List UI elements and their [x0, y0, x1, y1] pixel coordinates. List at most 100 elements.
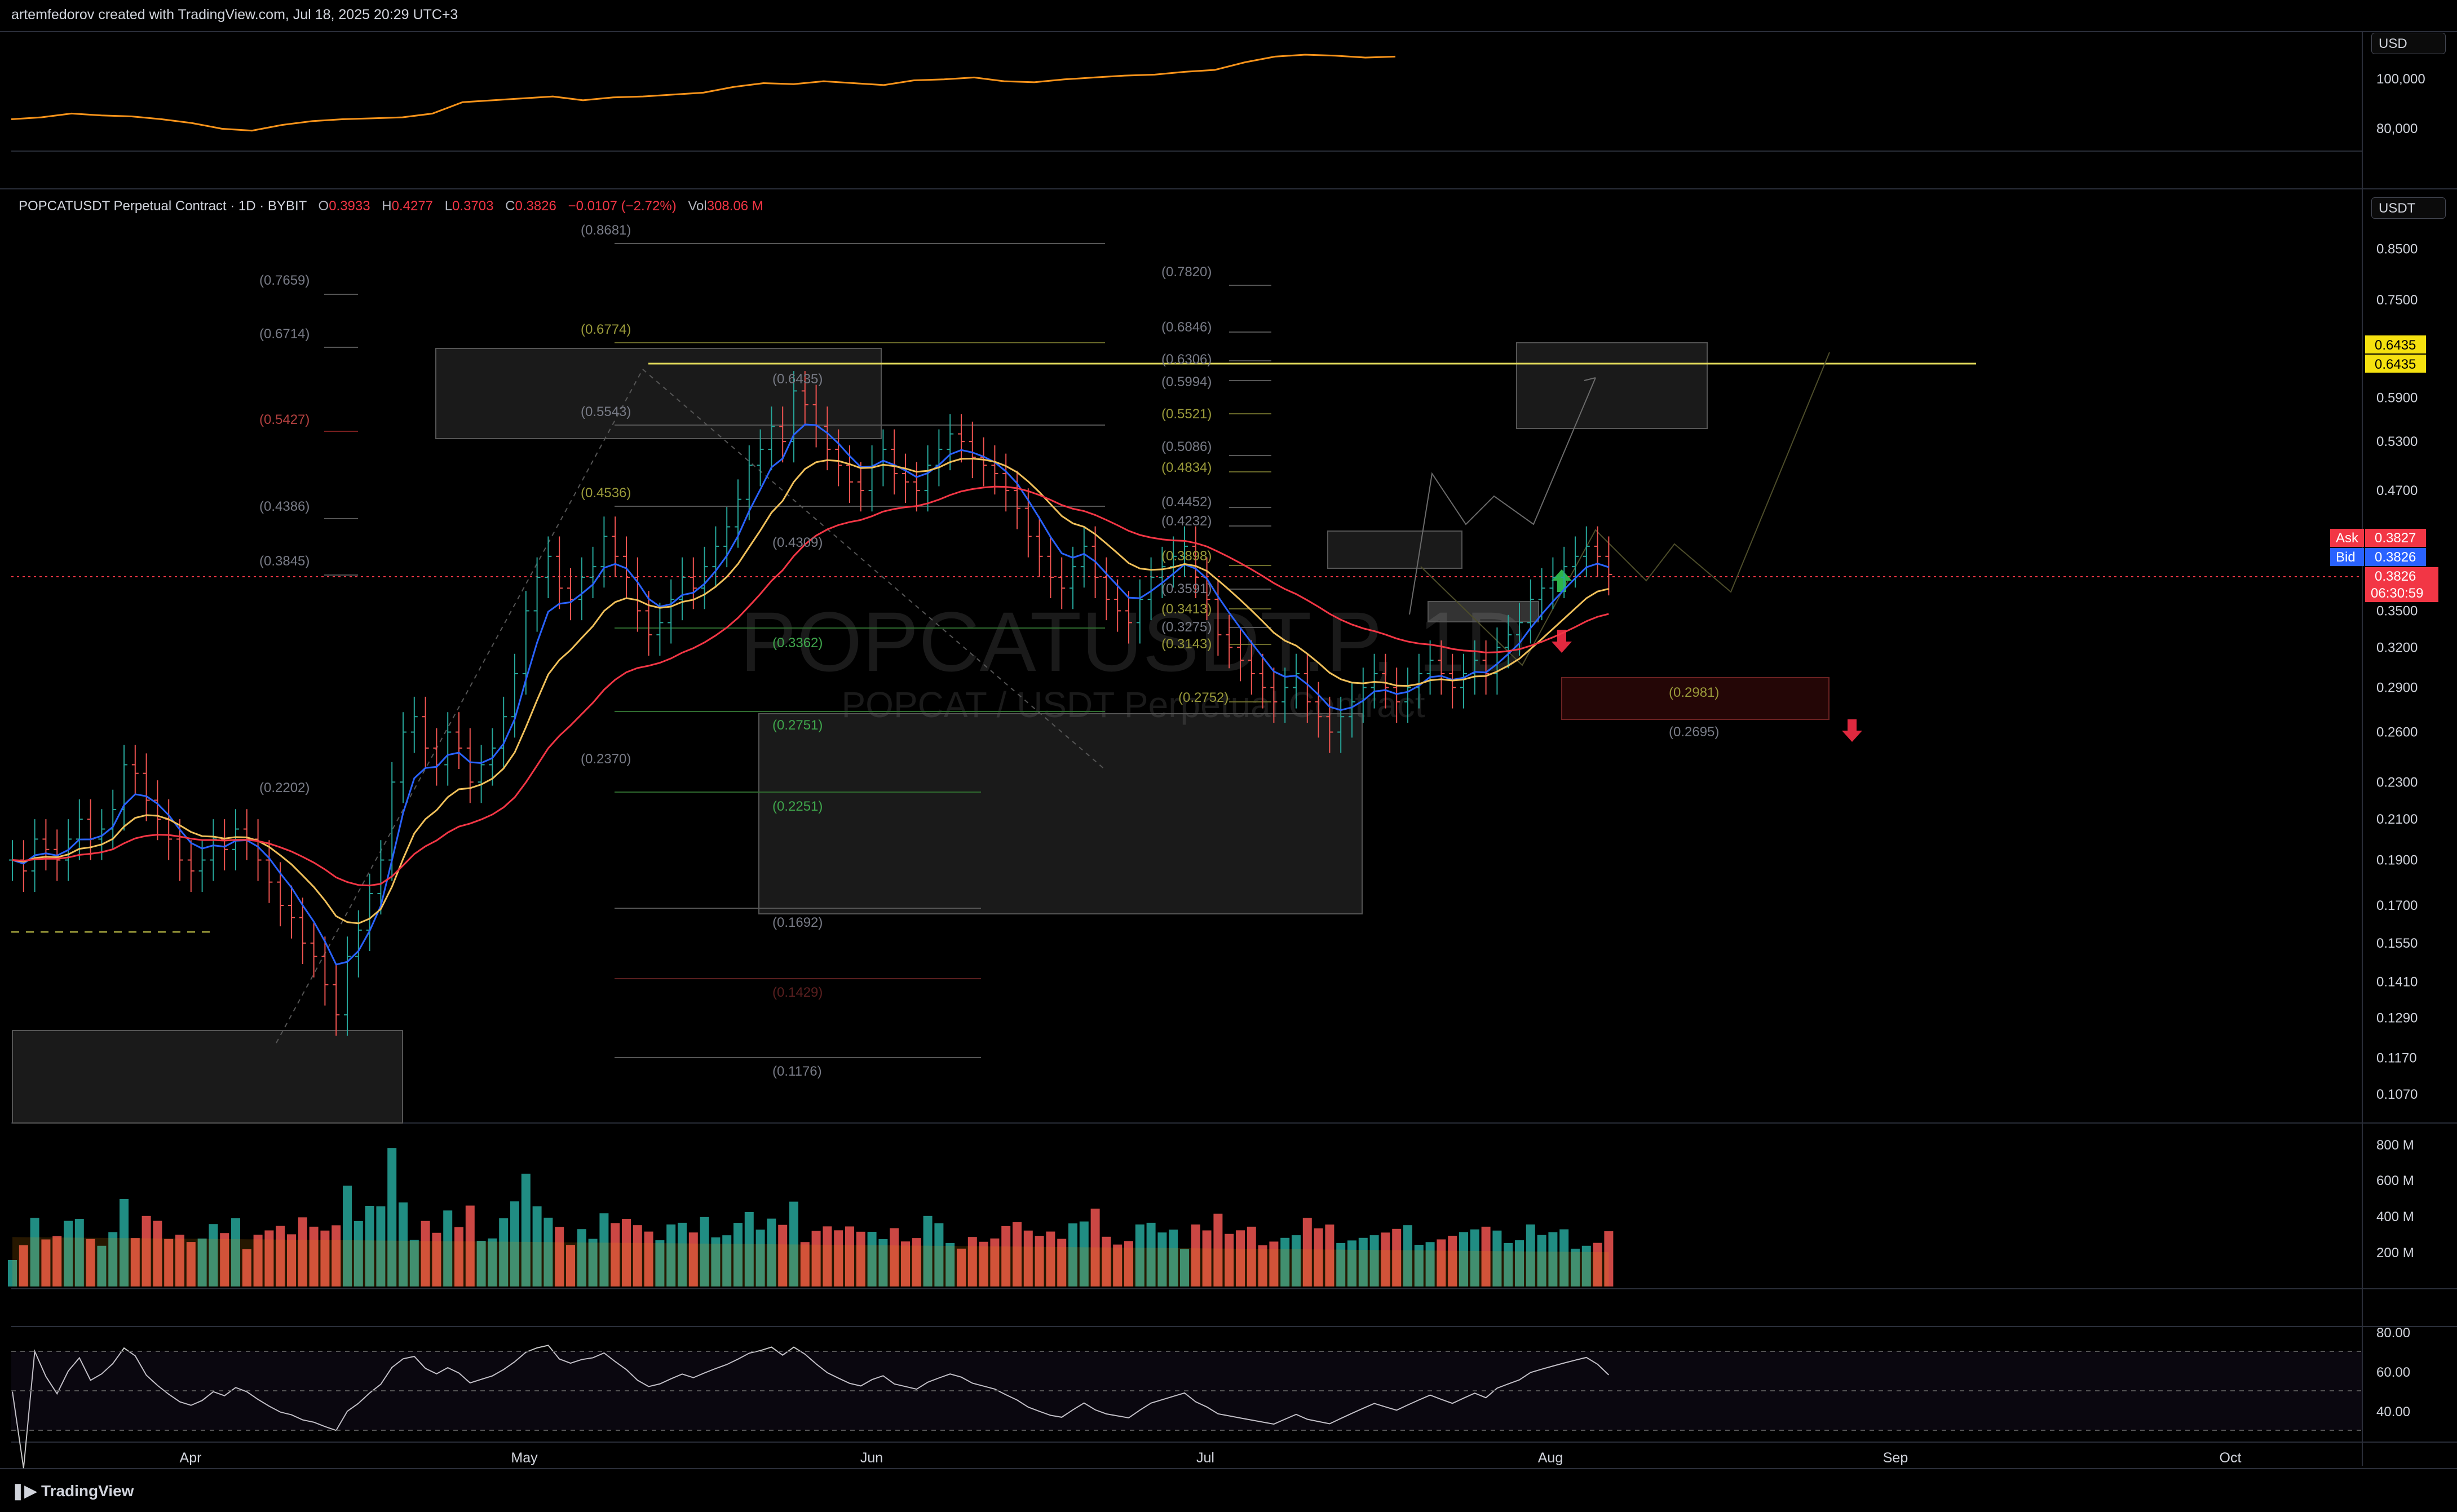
footer-brand: TradingView: [41, 1482, 134, 1500]
btc-line: [11, 54, 1396, 132]
zone-small: [1428, 601, 1539, 622]
volume-bar: [1381, 1232, 1390, 1286]
volume-bar: [287, 1234, 296, 1286]
legend-open: 0.3933: [329, 198, 370, 214]
volume-bar: [1593, 1243, 1602, 1286]
volume-bar: [1079, 1221, 1089, 1286]
fib-label: (0.4834): [1161, 460, 1212, 475]
volume-bar: [1202, 1230, 1212, 1286]
price-axis-label: 0.2900: [2376, 680, 2418, 696]
volume-bar: [353, 1221, 363, 1286]
volume-bar: [1236, 1230, 1245, 1286]
volume-bar: [711, 1237, 721, 1286]
volume-bar: [1146, 1222, 1156, 1286]
fib-label: (0.2251): [772, 799, 823, 814]
ask-value: 0.3827: [2375, 530, 2416, 546]
volume-bar: [1102, 1236, 1111, 1286]
ema-line: [12, 457, 1609, 925]
time-axis: Apr May Jun Jul Aug Sep Oct: [180, 1450, 2242, 1466]
fib-label: (0.5994): [1161, 374, 1212, 390]
fib-label: (0.6846): [1161, 320, 1212, 335]
volume-bar: [789, 1201, 798, 1286]
volume-bar: [923, 1215, 933, 1286]
volume-bar: [8, 1260, 17, 1286]
volume-bar: [1369, 1235, 1379, 1286]
volume-bar: [476, 1240, 486, 1286]
volume-bar: [376, 1206, 386, 1286]
volume-bar: [1001, 1226, 1011, 1286]
chart-credit: artemfedorov created with TradingView.co…: [11, 7, 458, 23]
rsi-line: [12, 1345, 1610, 1469]
volume-bar: [19, 1245, 28, 1286]
time-axis-label: Oct: [2220, 1450, 2242, 1466]
volume-bar: [465, 1205, 475, 1286]
volume-axis-label: 400 M: [2376, 1209, 2414, 1224]
top-axis-label: 100,000: [2376, 72, 2425, 87]
volume-bar: [867, 1232, 877, 1286]
volume-bar: [1358, 1237, 1368, 1286]
volume-bar: [1347, 1240, 1356, 1286]
volume-bar: [1157, 1232, 1167, 1286]
volume-bar: [1124, 1241, 1133, 1286]
ask-value-tag: [2365, 529, 2426, 547]
volume-bar: [555, 1227, 564, 1286]
volume-bar: [97, 1245, 107, 1286]
volume-bar: [454, 1227, 463, 1286]
volume-bar: [700, 1217, 709, 1286]
volume-bar: [120, 1199, 129, 1286]
fib-label: (0.4232): [1161, 514, 1212, 529]
volume-bar: [1191, 1224, 1200, 1286]
down-arrow-icon: [1552, 630, 1572, 653]
volume-bar: [967, 1237, 977, 1286]
fib-label: (0.5543): [581, 404, 631, 419]
volume-bar: [912, 1238, 921, 1286]
tradingview-logo[interactable]: ❚▶ TradingView: [11, 1482, 134, 1500]
volume-bar: [688, 1232, 698, 1286]
volume-bar: [1425, 1242, 1435, 1286]
volume-bar: [1325, 1224, 1334, 1286]
volume-bars: [8, 1148, 1614, 1286]
volume-bar: [1247, 1226, 1256, 1286]
volume-bar: [1292, 1235, 1301, 1286]
fib-label: (0.7659): [259, 273, 310, 288]
volume-bar: [1470, 1229, 1479, 1286]
volume-bar: [566, 1245, 575, 1286]
volume-bar: [934, 1223, 944, 1286]
candles: [9, 371, 1612, 1036]
legend-close-label: C: [505, 198, 515, 214]
ema-line: [12, 485, 1609, 887]
volume-bar: [332, 1225, 341, 1286]
ask-tag: [2330, 529, 2364, 547]
top-axis-label: 80,000: [2376, 121, 2418, 136]
price-axis-label: 0.7500: [2376, 293, 2418, 308]
panel-frame: [0, 31, 2457, 1469]
main-currency-button[interactable]: USDT: [2371, 197, 2446, 219]
moving-averages: [12, 423, 1609, 966]
volume-bar: [1090, 1208, 1100, 1286]
volume-bar: [588, 1239, 598, 1286]
fib-label: (0.4536): [581, 485, 631, 501]
tradingview-icon: ❚▶: [11, 1482, 37, 1500]
volume-bar: [1392, 1228, 1402, 1286]
volume-bar: [1258, 1245, 1267, 1286]
volume-bar: [532, 1206, 542, 1286]
volume-bar: [443, 1210, 453, 1286]
rsi-levels: [11, 1351, 2362, 1431]
volume-axis-label: 800 M: [2376, 1138, 2414, 1153]
volume-bar: [387, 1148, 397, 1286]
top-currency-button[interactable]: USD: [2371, 33, 2446, 54]
volume-bar: [990, 1238, 1000, 1286]
fib-label: (0.6435): [772, 372, 823, 387]
volume-bar: [1113, 1244, 1123, 1286]
volume-bar: [41, 1239, 51, 1286]
last-price-tag: [2365, 567, 2438, 602]
fib-label: (0.3845): [259, 554, 310, 569]
volume-bar: [488, 1238, 497, 1286]
legend-vol: 308.06 M: [706, 198, 763, 214]
volume-bar: [678, 1222, 687, 1286]
price-axis-label: 0.2100: [2376, 812, 2418, 827]
volume-ma: [12, 1237, 1609, 1286]
symbol-legend: POPCATUSDT Perpetual Contract · 1D · BYB…: [19, 198, 763, 214]
time-axis-label: Apr: [180, 1450, 202, 1466]
